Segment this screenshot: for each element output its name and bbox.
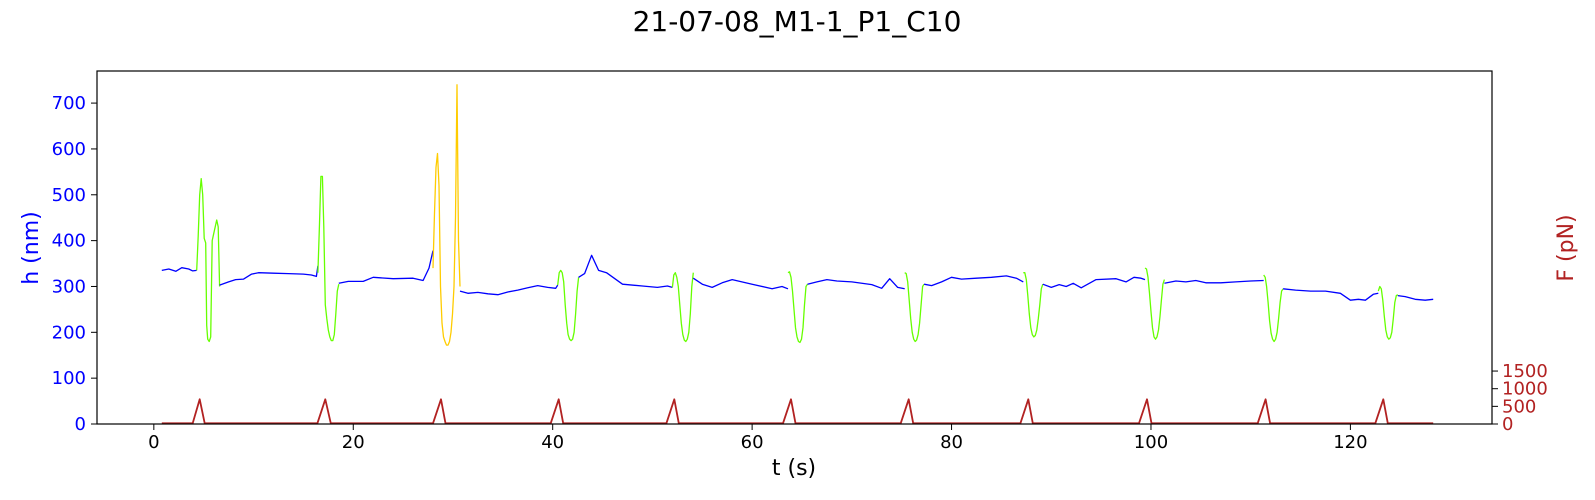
left-y-tick-label: 100 [52,368,86,389]
height-series-line-12 [807,278,905,290]
chart-title: 21-07-08_M1-1_P1_C10 [633,5,962,38]
right-y-tick-label: 1500 [1502,361,1548,382]
height-series-line-4 [338,250,434,284]
left-y-axis-label: h (nm) [19,211,44,284]
height-series-line-20 [1283,288,1379,301]
height-series-line-5 [432,84,461,346]
force-series-line-23 [161,398,1434,425]
height-series-line-1 [196,178,221,343]
height-series-line-3 [317,175,340,342]
height-series-line-0 [161,267,197,272]
height-series-line-7 [557,269,580,342]
x-tick-label: 100 [1134,432,1168,453]
height-series-line-22 [1397,294,1434,301]
height-series-line-6 [459,284,559,296]
left-y-tick-label: 700 [52,93,86,114]
height-series-line-9 [671,272,694,343]
height-series-line-17 [1144,267,1166,340]
left-y-tick-label: 0 [75,414,86,435]
left-y-tick-label: 600 [52,139,86,160]
x-tick-label: 20 [342,432,365,453]
height-series-line-2 [219,265,319,286]
height-series-line-18 [1164,279,1264,284]
left-y-tick-label: 300 [52,276,86,297]
height-series-line-8 [578,254,673,289]
x-tick-label: 40 [541,432,564,453]
left-y-axis-ticks: 0 100 200 300 400 500 600 700 [52,93,97,435]
right-y-axis-label: F (pN) [1554,214,1579,281]
x-axis-ticks: 0 20 40 60 80 100 120 [148,424,1368,453]
x-tick-label: 60 [741,432,764,453]
height-series-line-11 [787,271,809,344]
x-tick-label: 80 [940,432,963,453]
left-y-tick-label: 500 [52,185,86,206]
plot-data-layer [161,84,1434,425]
height-series-line-21 [1377,285,1399,340]
height-series-line-14 [923,275,1024,287]
right-y-tick-label: 1000 [1502,379,1548,400]
height-series-line-15 [1023,272,1044,338]
x-tick-label: 0 [148,432,159,453]
height-series-line-13 [904,272,925,343]
x-axis-label: t (s) [772,456,816,481]
right-y-tick-label: 500 [1502,396,1536,417]
height-series-line-16 [1042,276,1146,289]
plot-area-frame [96,70,1493,425]
height-series-line-19 [1263,274,1284,343]
height-series-line-10 [692,277,789,290]
left-y-tick-label: 200 [52,322,86,343]
right-y-tick-label: 0 [1502,414,1513,435]
left-y-tick-label: 400 [52,231,86,252]
x-tick-label: 120 [1333,432,1367,453]
